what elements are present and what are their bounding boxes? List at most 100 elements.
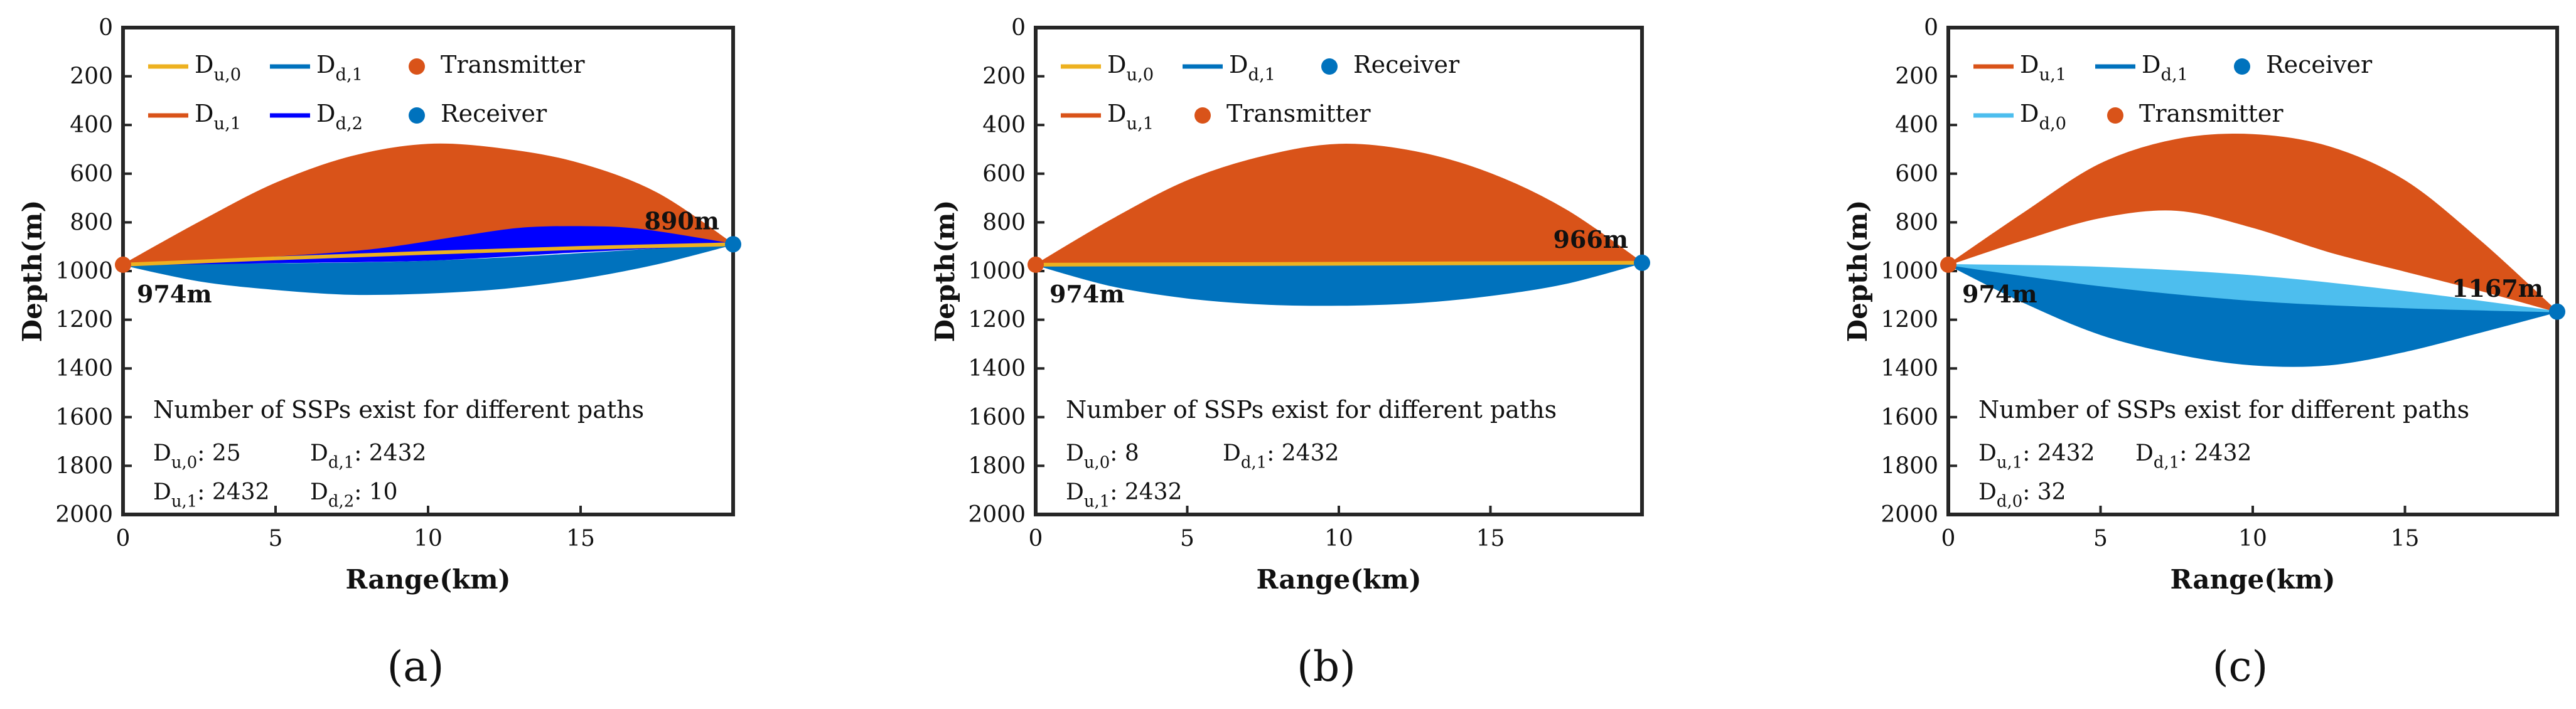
x-tick-label: 0 (1029, 526, 1043, 552)
legend-label-Dd1: Dd,1 (1229, 51, 1275, 85)
y-tick-label: 400 (982, 112, 1026, 138)
y-tick-label: 1200 (1881, 307, 1938, 333)
y-tick-label: 200 (982, 64, 1026, 90)
ssp-info-title: Number of SSPs exist for different paths (1978, 396, 2469, 424)
legend-marker-transmitter (409, 58, 425, 75)
y-tick-label: 1400 (55, 356, 113, 381)
x-tick-label: 0 (1941, 526, 1956, 552)
ssp-entry-d1: Dd,1: 2432 (310, 440, 426, 472)
legend: Du,0 Dd,1 Transmitter Du,1 Dd,2 Receiver (148, 51, 585, 134)
x-tick-label: 15 (1476, 526, 1505, 552)
legend-label-Dd2: Dd,2 (316, 100, 363, 134)
receiver-point (725, 236, 741, 253)
legend-label-Du1: Du,1 (195, 100, 241, 134)
y-tick-label: 200 (1895, 64, 1938, 90)
ssp-info: Number of SSPs exist for different paths… (1978, 396, 2469, 511)
ssp-entry-u1: Du,1: 2432 (153, 479, 269, 511)
legend-label-Du0: Du,0 (1107, 51, 1154, 85)
legend-label-transmitter: Transmitter (2139, 100, 2284, 127)
region-Dd2 (123, 226, 733, 265)
x-tick-label: 0 (116, 526, 131, 552)
transmitter-point (1940, 256, 1956, 273)
legend-label-Du1: Du,1 (1107, 100, 1154, 134)
y-tick-label: 1400 (968, 356, 1026, 381)
series-group (123, 143, 733, 296)
receiver-depth-label: 1167m (2452, 274, 2543, 302)
ssp-info: Number of SSPs exist for different paths… (153, 396, 644, 511)
line-Du0 (1036, 260, 1642, 267)
y-tick-label: 200 (70, 64, 113, 90)
series-group (1948, 134, 2557, 367)
transmitter-depth-label: 974m (137, 280, 212, 308)
ssp-entry-u1: Du,1: 2432 (1066, 479, 1182, 511)
x-tick-label: 10 (1324, 526, 1353, 552)
y-tick-label: 2000 (968, 502, 1026, 528)
y-tick-label: 1600 (968, 405, 1026, 430)
y-tick-label: 400 (1895, 112, 1938, 138)
x-axis-label: Range(km) (346, 564, 511, 595)
y-tick-label: 800 (1895, 210, 1938, 235)
series-group (1036, 144, 1642, 306)
legend-marker-transmitter (2107, 107, 2123, 124)
legend: Du,0 Dd,1 Receiver Du,1 Transmitter (1061, 51, 1460, 134)
legend-label-transmitter: Transmitter (1226, 100, 1371, 127)
legend-label-transmitter: Transmitter (441, 51, 585, 78)
ssp-entry-d1: Dd,1: 2432 (1223, 440, 1339, 472)
ssp-entry-d1: Dd,1: 2432 (2135, 440, 2251, 472)
y-axis-label: Depth(m) (930, 200, 960, 343)
x-tick-label: 15 (2391, 526, 2420, 552)
y-tick-label: 0 (1011, 15, 1026, 41)
region-Dd0 (1948, 264, 2557, 312)
ssp-info-title: Number of SSPs exist for different paths (153, 396, 644, 424)
panel-label: (a) (387, 642, 444, 691)
y-tick-label: 600 (982, 161, 1026, 187)
legend: Du,1 Dd,1 Receiver Dd,0 Transmitter (1973, 51, 2373, 134)
transmitter-point (1028, 256, 1044, 273)
y-tick-label: 1000 (968, 259, 1026, 284)
x-tick-label: 5 (269, 526, 283, 552)
ssp-entry-d0: Dd,0: 32 (1978, 479, 2066, 511)
y-tick-label: 400 (70, 112, 113, 138)
legend-label-Du1: Du,1 (2020, 51, 2066, 85)
y-tick-label: 800 (70, 210, 113, 235)
x-tick-label: 15 (566, 526, 595, 552)
ssp-entry-u0: Du,0: 25 (153, 440, 241, 472)
x-tick-label: 5 (2093, 526, 2108, 552)
legend-label-Du0: Du,0 (195, 51, 241, 85)
x-tick-label: 10 (414, 526, 443, 552)
y-tick-label: 1800 (968, 453, 1026, 479)
receiver-depth-label: 890m (644, 206, 719, 235)
ssp-entry-u1: Du,1: 2432 (1978, 440, 2095, 472)
legend-marker-receiver (409, 107, 425, 124)
y-tick-label: 1200 (968, 307, 1026, 333)
y-tick-label: 800 (982, 210, 1026, 235)
panel-label: (b) (1297, 642, 1356, 691)
panel-label: (c) (2213, 642, 2268, 691)
legend-label-receiver: Receiver (441, 100, 547, 127)
y-tick-label: 0 (99, 15, 113, 41)
x-axis-label: Range(km) (2171, 564, 2336, 595)
y-axis-label: Depth(m) (17, 200, 48, 343)
receiver-depth-label: 966m (1553, 225, 1628, 253)
legend-marker-receiver (1321, 58, 1338, 75)
legend-marker-receiver (2234, 58, 2250, 75)
legend-label-Dd1: Dd,1 (2142, 51, 2188, 85)
x-tick-label: 10 (2238, 526, 2267, 552)
legend-label-Dd0: Dd,0 (2020, 100, 2066, 134)
y-tick-label: 1200 (55, 307, 113, 333)
receiver-point (1634, 254, 1650, 271)
legend-label-Dd1: Dd,1 (316, 51, 363, 85)
y-tick-label: 2000 (55, 502, 113, 528)
transmitter-point (115, 256, 131, 273)
line-Du0 (123, 242, 733, 267)
y-tick-label: 0 (1924, 15, 1938, 41)
y-tick-label: 600 (1895, 161, 1938, 187)
y-tick-label: 1800 (55, 453, 113, 479)
y-axis-label: Depth(m) (1842, 200, 1873, 343)
y-tick-label: 1000 (1881, 259, 1938, 284)
y-tick-label: 1600 (55, 405, 113, 430)
